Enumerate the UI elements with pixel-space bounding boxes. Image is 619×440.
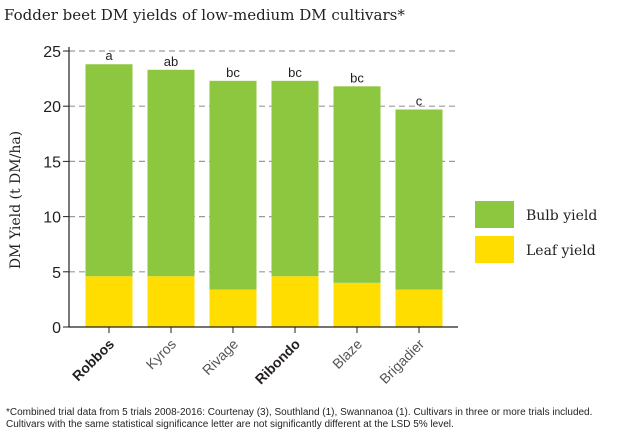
legend-swatch: [475, 201, 514, 228]
x-category-label: Robbos: [69, 336, 117, 384]
bar-bulb-yield: [395, 109, 443, 290]
legend: Bulb yield Leaf yield: [475, 201, 597, 263]
x-category-label: Blaze: [329, 336, 365, 372]
legend-label: Bulb yield: [526, 208, 597, 224]
y-tick-label: 0: [52, 320, 61, 337]
significance-label: ab: [164, 54, 178, 69]
y-tick-label: 15: [43, 154, 61, 171]
significance-label: bc: [288, 65, 302, 80]
bar-leaf-yield: [147, 276, 195, 327]
bar-leaf-yield: [85, 276, 133, 327]
bar-leaf-yield: [395, 289, 443, 327]
y-tick-label: 10: [43, 210, 61, 227]
significance-label: bc: [350, 70, 364, 85]
bar-bulb-yield: [209, 80, 257, 290]
x-category-label: Ribondo: [252, 336, 303, 387]
chart-title: Fodder beet DM yields of low-medium DM c…: [4, 6, 405, 24]
bar-bulb-yield: [85, 64, 133, 277]
x-category-label: Brigadier: [376, 336, 427, 387]
bar-bulb-yield: [271, 80, 319, 277]
y-tick-label: 25: [43, 44, 61, 61]
y-tick-label: 5: [52, 265, 61, 282]
y-tick-label: 20: [43, 99, 61, 116]
bar-leaf-yield: [333, 282, 381, 327]
significance-label: c: [416, 94, 423, 109]
x-category-label: Rivage: [199, 336, 241, 378]
legend-label: Leaf yield: [526, 243, 596, 259]
bars: [85, 64, 443, 327]
bar-bulb-yield: [333, 86, 381, 283]
bar-leaf-yield: [209, 289, 257, 327]
axes: [63, 47, 458, 333]
bar-leaf-yield: [271, 276, 319, 327]
x-category-label: Kyros: [142, 336, 179, 373]
y-axis-title: DM Yield (t DM/ha): [8, 131, 24, 269]
gridlines: [69, 50, 458, 273]
footnote: *Combined trial data from 5 trials 2008-…: [6, 407, 593, 430]
significance-label: bc: [226, 65, 240, 80]
legend-swatch: [475, 236, 514, 263]
significance-label: a: [105, 48, 113, 63]
bar-bulb-yield: [147, 69, 195, 277]
